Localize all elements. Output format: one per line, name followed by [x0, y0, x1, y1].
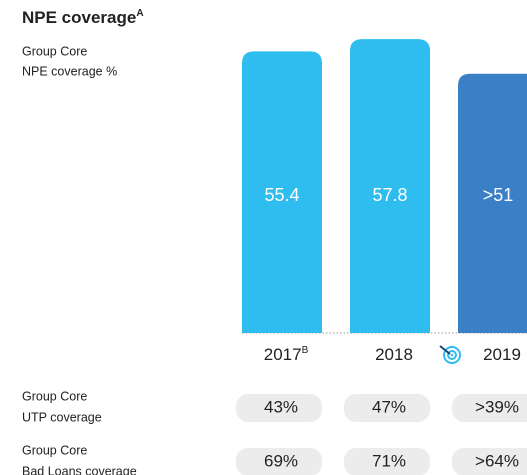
title-text: NPE coverage — [22, 8, 136, 27]
value-label: 55.4 — [264, 185, 299, 205]
value-label: >51 — [483, 185, 514, 205]
pill — [452, 448, 527, 475]
title-note: A — [136, 8, 143, 19]
cell-value: >39% — [475, 397, 519, 416]
x-tick-label: 2019 — [483, 345, 521, 364]
x-tick-label: 2017B — [264, 345, 309, 365]
x-tick-label: 2018 — [375, 345, 413, 364]
cell-value: >64% — [475, 451, 519, 470]
cell-value: 47% — [372, 397, 406, 416]
pill — [452, 394, 527, 422]
category: 2019 — [483, 345, 521, 364]
row-label: UTP coverage — [22, 410, 102, 424]
chart-title: NPE coverageA — [22, 8, 144, 28]
category: 2018 — [375, 345, 413, 364]
pill — [344, 448, 430, 475]
pill — [236, 394, 322, 422]
pill — [236, 448, 322, 475]
cell-value: 43% — [264, 397, 298, 416]
target-icon — [439, 345, 461, 364]
bar — [242, 51, 322, 334]
bar — [458, 73, 527, 333]
row-label: Group Core — [22, 443, 87, 457]
subtitle-line: NPE coverage % — [22, 64, 117, 78]
cell-value: 71% — [372, 451, 406, 470]
category-note: B — [302, 345, 309, 356]
pill — [344, 394, 430, 422]
bar — [350, 39, 430, 333]
value-label: 57.8 — [372, 185, 407, 205]
row-label: Group Core — [22, 389, 87, 403]
subtitle-line: Group Core — [22, 44, 87, 58]
row-label: Bad Loans coverage — [22, 464, 137, 475]
cell-value: 69% — [264, 451, 298, 470]
category: 2017 — [264, 345, 302, 364]
